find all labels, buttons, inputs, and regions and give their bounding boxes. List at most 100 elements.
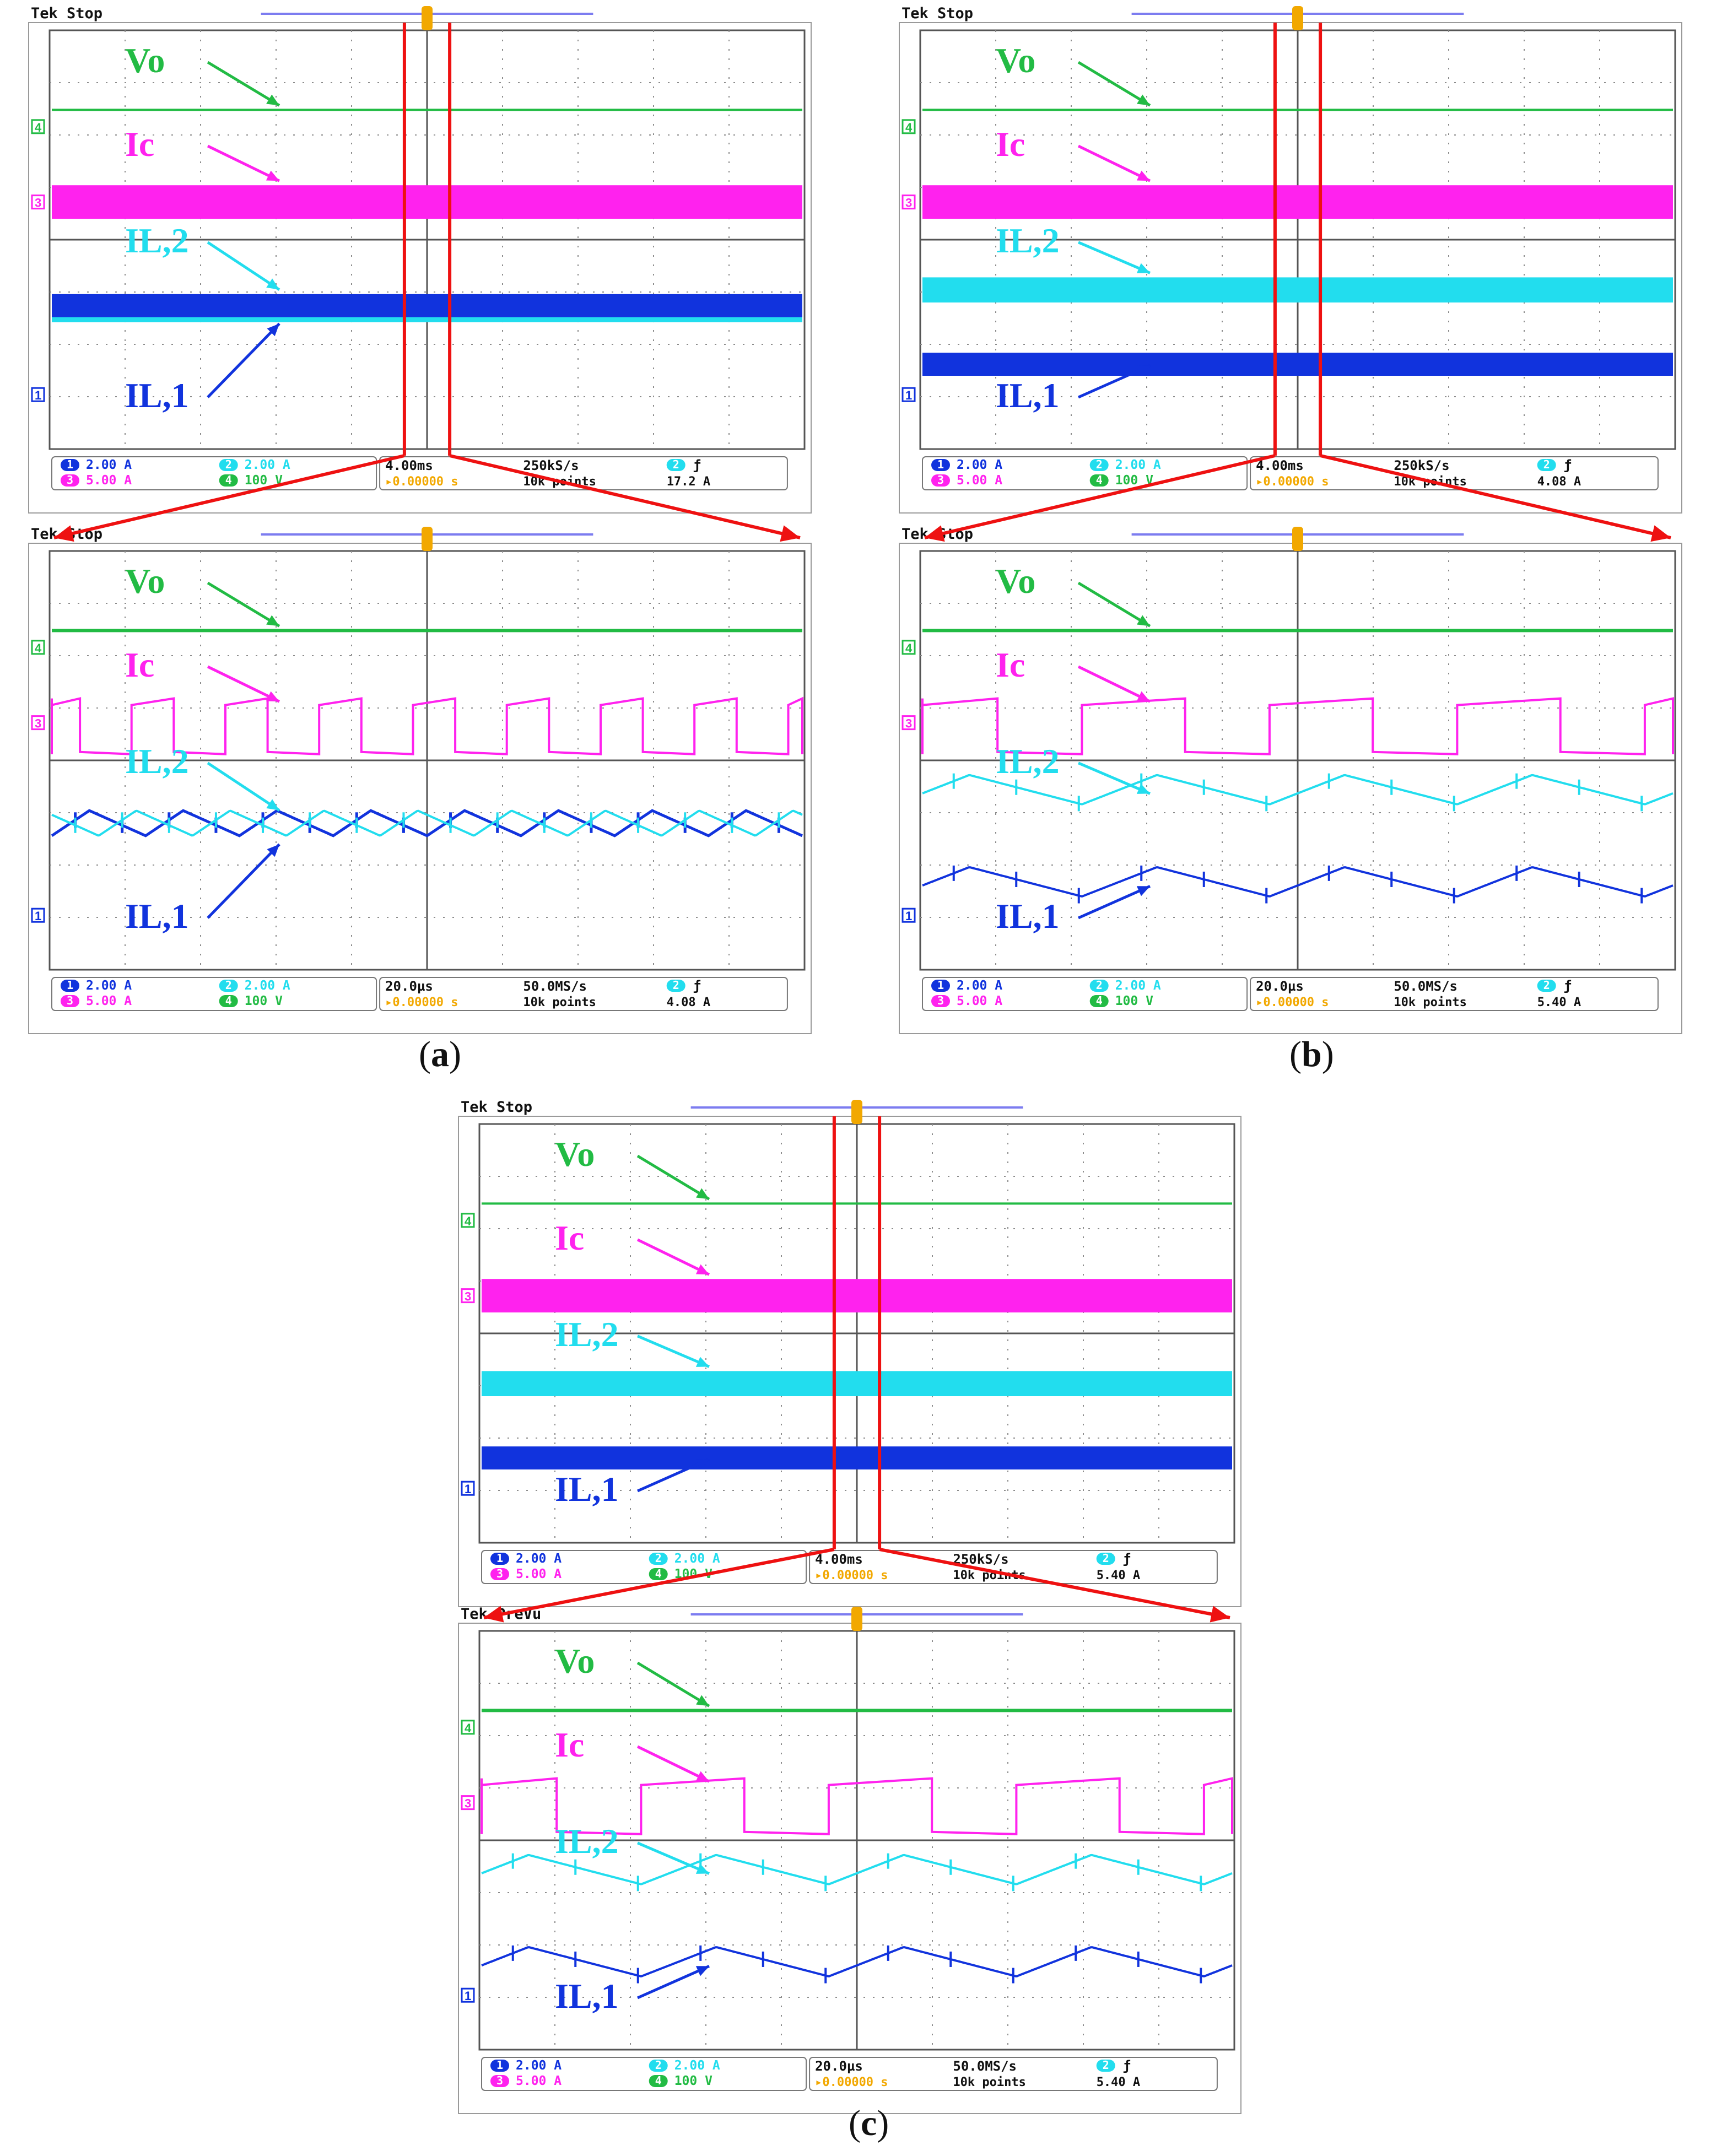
badge-ch1-num: 1 [67,979,73,992]
arrow-vo-head [1137,615,1150,626]
setting-ch1: 2.00 A [86,979,132,993]
trace-il2 [51,809,803,837]
arrow-il2-head [695,1357,709,1367]
arrow-il1-shaft [207,322,280,398]
marker-ch1 [902,387,916,402]
trigger-position: ▸0.00000 s [1256,475,1329,489]
badge-ch3 [931,474,950,487]
setting-ch3: 5.00 A [516,2074,562,2088]
marker-ch1-label: 1 [905,388,912,402]
badge-ch4 [1089,474,1109,487]
arrow-vo-shaft [1077,61,1151,107]
trigger-ch: 2 [673,979,679,992]
badge-ch4 [219,474,238,487]
sample-rate: 50.0MS/s [953,2058,1017,2074]
record-length: 10k points [1394,996,1466,1009]
arrow-il2-shaft [207,761,280,812]
trigger-ch-badge [1537,459,1556,471]
trigger-marker [851,1100,862,1124]
marker-ch1 [461,1480,475,1496]
arrow-ic-shaft [636,1238,710,1276]
badge-ch4 [1089,995,1109,1007]
trigger-ch-badge [1096,1553,1115,1565]
label-il1: IL,1 [996,896,1060,936]
zoom-connector-2 [483,1548,1230,1623]
trigger-ch: 2 [1103,2058,1109,2072]
readout-timebase [1250,456,1659,490]
trigger-position: ▸0.00000 s [1256,996,1329,1009]
marker-ch1-label: 1 [905,909,912,923]
marker-ch4 [461,1213,475,1228]
band-ic [482,1279,1232,1312]
overview-scope-2: Tek Stop 4 3 1 Vo Ic IL,2 IL,1 1 2.00 A 2 2.00 A 3 5.… [458,1099,1241,1607]
timebase: 20.0µs [815,2058,863,2074]
timebase: 20.0µs [385,979,433,994]
zoom-arrow-left-head [484,1606,504,1623]
marker-ch3 [902,194,916,210]
label-ic: Ic [555,1218,584,1257]
marker-ch3 [902,715,916,731]
trigger-slope: ƒ [1564,978,1572,993]
arrow-il2-head [1136,783,1150,794]
label-vo: Vo [996,41,1035,80]
badge-ch1 [931,980,950,992]
readout-channels [481,2057,807,2091]
badge-ch1 [490,2060,509,2072]
arrow-il1-shaft [207,843,280,919]
timebase: 4.00ms [1256,458,1304,473]
arrow-il1-shaft [636,1965,710,2000]
marker-ch3-label: 3 [905,717,912,731]
arrow-vo-head [696,1188,709,1199]
trigger-position: ▸0.00000 s [815,2076,888,2089]
arrow-il1-head [1136,886,1150,896]
setting-ch1: 2.00 A [86,458,132,472]
zoom-arrow-right-shaft [449,454,801,539]
badge-ch2 [219,459,238,471]
caption-open: ( [419,1034,431,1074]
label-il2: IL,2 [555,1315,619,1354]
marker-ch3-label: 3 [465,1797,471,1811]
trigger-position: ▸0.00000 s [385,475,458,489]
trigger-ch: 2 [673,458,679,471]
setting-ch3: 5.00 A [957,473,1002,488]
setting-ch4: 100 V [1115,994,1153,1008]
arrow-il1-head [695,1966,709,1976]
sample-rate: 250kS/s [1394,458,1449,473]
badge-ch2 [219,980,238,992]
label-il1: IL,1 [996,376,1060,415]
band-il2 [922,277,1673,302]
trace-ic [921,697,1674,755]
setting-ch1: 2.00 A [516,1552,562,1566]
arrow-il1-head [267,844,279,857]
badge-ch1-num: 1 [67,458,73,471]
badge-ch3-num: 3 [496,2074,503,2087]
badge-ch3-num: 3 [67,473,73,487]
badge-ch2 [649,1553,668,1565]
zoom-arrow-left-shaft [483,1548,835,1619]
marker-ch3 [461,1795,475,1811]
trigger-ch-badge [666,980,685,992]
label-il1: IL,1 [555,1976,619,2015]
trigger-level: 4.08 A [1537,475,1581,489]
badge-ch3 [931,995,950,1007]
badge-ch1-num: 1 [496,2058,503,2072]
caption-c: (c) [849,2103,889,2143]
record-length: 10k points [953,2076,1025,2089]
setting-ch2: 2.00 A [245,979,290,993]
badge-ch4-num: 4 [225,994,232,1007]
setting-ch1: 2.00 A [516,2058,562,2073]
badge-ch2-num: 2 [655,1552,662,1565]
arrow-ic-shaft [1077,665,1151,703]
caption-open: ( [1289,1034,1302,1074]
marker-ch4 [902,119,916,134]
badge-ch2-num: 2 [655,2058,662,2072]
arrow-il1-shaft [1077,364,1151,399]
arrow-ic-head [266,170,279,181]
marker-ch1 [461,1987,475,2003]
setting-ch3: 5.00 A [516,1567,562,1581]
label-vo: Vo [125,561,165,601]
caption-close: ) [877,2103,889,2143]
marker-ch4 [31,640,45,655]
zoom-arrow-right-shaft [1320,454,1671,539]
